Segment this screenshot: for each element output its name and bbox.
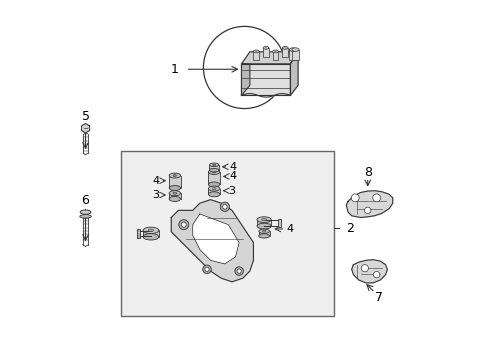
Ellipse shape: [253, 50, 259, 53]
Text: 3: 3: [228, 186, 235, 196]
Ellipse shape: [209, 163, 218, 167]
Bar: [208, 189, 220, 194]
Circle shape: [204, 267, 209, 271]
Polygon shape: [346, 191, 392, 217]
Ellipse shape: [272, 50, 278, 53]
Ellipse shape: [289, 48, 296, 51]
Ellipse shape: [169, 185, 180, 190]
Ellipse shape: [80, 210, 91, 214]
Ellipse shape: [264, 47, 266, 49]
Ellipse shape: [263, 46, 268, 49]
Ellipse shape: [169, 197, 180, 202]
Polygon shape: [290, 52, 298, 95]
Text: 2: 2: [345, 222, 353, 235]
Circle shape: [237, 269, 241, 273]
Polygon shape: [192, 214, 239, 264]
Bar: [282, 48, 287, 57]
Circle shape: [364, 207, 370, 213]
Ellipse shape: [258, 229, 269, 233]
Bar: [291, 50, 299, 60]
Circle shape: [361, 265, 367, 272]
Circle shape: [222, 204, 227, 209]
Bar: [253, 51, 259, 60]
Circle shape: [203, 265, 211, 274]
Text: 8: 8: [363, 166, 371, 179]
Ellipse shape: [291, 48, 299, 51]
Ellipse shape: [172, 192, 177, 194]
Bar: [136, 229, 140, 238]
Ellipse shape: [148, 229, 153, 231]
Bar: [143, 230, 159, 237]
Bar: [208, 172, 220, 184]
Polygon shape: [241, 52, 298, 64]
Circle shape: [181, 222, 186, 227]
Ellipse shape: [208, 182, 220, 187]
Polygon shape: [241, 64, 249, 95]
Ellipse shape: [209, 168, 218, 172]
Text: 4: 4: [152, 176, 159, 186]
Circle shape: [179, 220, 188, 230]
Text: 1: 1: [170, 63, 179, 76]
Bar: [272, 51, 278, 60]
Polygon shape: [171, 200, 253, 282]
Bar: [257, 220, 271, 226]
Circle shape: [372, 194, 380, 202]
Bar: [169, 176, 180, 188]
Ellipse shape: [255, 51, 257, 52]
Text: 4: 4: [229, 171, 236, 181]
Ellipse shape: [257, 223, 271, 229]
Text: 5: 5: [81, 110, 89, 123]
Ellipse shape: [212, 171, 215, 173]
Ellipse shape: [208, 170, 220, 175]
Ellipse shape: [143, 227, 159, 234]
Ellipse shape: [274, 51, 276, 52]
Circle shape: [234, 267, 243, 275]
Bar: [121, 152, 333, 316]
Polygon shape: [81, 123, 89, 133]
Ellipse shape: [212, 164, 215, 166]
Text: 7: 7: [374, 291, 383, 304]
Ellipse shape: [169, 191, 180, 196]
Bar: [263, 48, 268, 57]
Ellipse shape: [208, 192, 220, 197]
Ellipse shape: [257, 217, 271, 222]
Text: 4: 4: [286, 224, 293, 234]
Ellipse shape: [282, 46, 287, 49]
Bar: [209, 165, 218, 170]
Circle shape: [350, 194, 358, 202]
Polygon shape: [351, 260, 386, 283]
Ellipse shape: [80, 215, 91, 218]
Ellipse shape: [212, 188, 216, 190]
Bar: [289, 50, 296, 60]
Polygon shape: [241, 64, 290, 95]
Bar: [258, 231, 269, 236]
Ellipse shape: [261, 219, 266, 221]
Ellipse shape: [143, 234, 159, 240]
Ellipse shape: [173, 175, 176, 176]
Bar: [169, 193, 180, 199]
Circle shape: [373, 271, 379, 278]
Text: 6: 6: [81, 194, 89, 207]
Bar: [277, 219, 281, 227]
Ellipse shape: [208, 186, 220, 191]
Ellipse shape: [258, 234, 269, 238]
Ellipse shape: [262, 230, 265, 232]
Ellipse shape: [169, 173, 180, 178]
Ellipse shape: [284, 47, 285, 49]
Text: 3: 3: [152, 190, 159, 200]
Circle shape: [220, 202, 229, 211]
Text: 4: 4: [229, 162, 236, 172]
